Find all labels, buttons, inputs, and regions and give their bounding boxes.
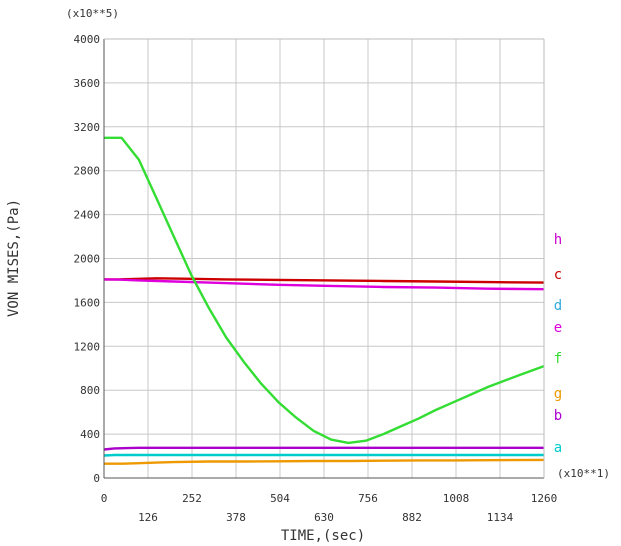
series-lines (103, 136, 545, 465)
legend-label-b: b (554, 408, 562, 424)
x-tick-label-top: 504 (270, 492, 290, 505)
x-tick-label-top: 756 (358, 492, 378, 505)
series-line-g (104, 458, 545, 465)
y-tick-label: 2800 (74, 165, 101, 178)
x-tick-label-bottom: 378 (226, 511, 246, 524)
x-multiplier-label: (x10**1) (557, 467, 610, 480)
y-tick-label: 4000 (74, 33, 101, 46)
y-tick-label: 0 (93, 472, 100, 485)
legend-label-g: g (554, 386, 562, 402)
y-tick-label: 2400 (74, 209, 101, 222)
grid (104, 39, 544, 478)
legend-label-a: a (554, 440, 562, 456)
y-tick-label: 3600 (74, 77, 101, 90)
legend-label-e: e (554, 320, 562, 336)
x-tick-label-bottom: 630 (314, 511, 334, 524)
series-line-f (104, 136, 545, 445)
y-tick-label: 1600 (74, 296, 101, 309)
y-tick-label: 3200 (74, 121, 101, 134)
y-tick-label: 400 (80, 428, 100, 441)
x-tick-label-bottom: 882 (402, 511, 422, 524)
y-tick-label: 800 (80, 384, 100, 397)
x-tick-label-top: 252 (182, 492, 202, 505)
x-tick-label-bottom: 126 (138, 511, 158, 524)
legend-label-c: c (554, 267, 562, 283)
y-tick-label: 1200 (74, 340, 101, 353)
x-axis-label: TIME,(sec) (281, 528, 365, 544)
x-tick-label-bottom: 1134 (487, 511, 514, 524)
x-tick-label-top: 1260 (531, 492, 558, 505)
legend-label-d: d (554, 298, 562, 314)
series-line-a (103, 453, 544, 457)
series-line-c (104, 277, 545, 284)
series-line-e (103, 278, 545, 291)
axes: 0 400 800 1200 1600 2000 2400 2800 3200 3600 4000 0… (74, 33, 558, 524)
x-tick-label-top: 0 (101, 492, 108, 505)
x-tick-label-top: 1008 (443, 492, 470, 505)
y-multiplier-label: (x10**5) (66, 7, 119, 20)
y-axis-label: VON MISES,(Pa) (6, 199, 22, 317)
legend-label-f: f (554, 351, 562, 367)
legend-label-h: h (554, 232, 562, 248)
series-line-b (103, 446, 544, 451)
y-tick-label: 2000 (74, 253, 101, 266)
